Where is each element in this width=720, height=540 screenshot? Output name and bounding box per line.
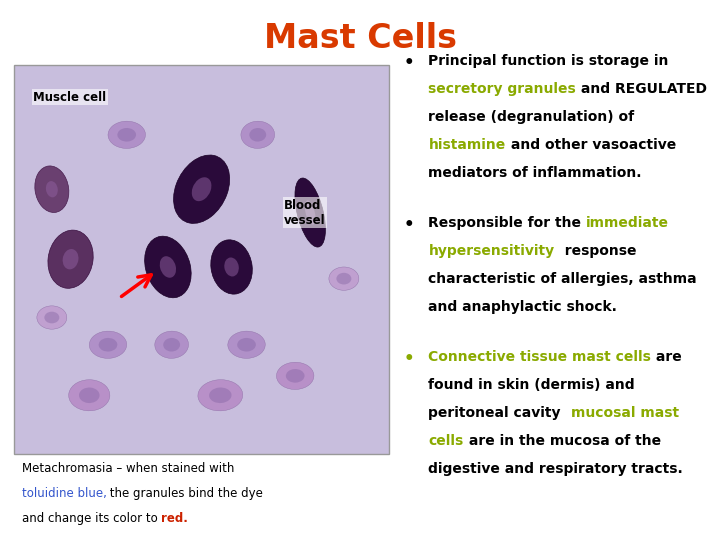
Ellipse shape (163, 338, 180, 352)
Text: Metachromasia – when stained with: Metachromasia – when stained with (22, 462, 234, 475)
Text: and REGULATED: and REGULATED (576, 82, 707, 96)
Text: Principal function is storage in: Principal function is storage in (428, 54, 669, 68)
Ellipse shape (225, 258, 239, 276)
Ellipse shape (145, 236, 192, 298)
Text: •: • (403, 350, 414, 368)
Ellipse shape (37, 306, 67, 329)
Ellipse shape (155, 331, 189, 359)
Text: mediators of inflammation.: mediators of inflammation. (428, 166, 642, 180)
Text: characteristic of allergies, asthma: characteristic of allergies, asthma (428, 272, 697, 286)
Text: digestive and respiratory tracts.: digestive and respiratory tracts. (428, 462, 683, 476)
Text: mucosal mast: mucosal mast (571, 406, 679, 420)
Ellipse shape (228, 331, 265, 359)
Bar (14, 65, 389, 454)
Text: are: are (652, 350, 682, 364)
Ellipse shape (117, 128, 136, 141)
Text: Muscle cell: Muscle cell (33, 91, 107, 104)
Text: red.: red. (161, 512, 188, 525)
Text: •: • (403, 216, 414, 234)
Ellipse shape (286, 369, 305, 383)
Ellipse shape (108, 121, 145, 149)
Ellipse shape (249, 128, 266, 141)
Ellipse shape (209, 388, 232, 403)
Text: Blood
vessel: Blood vessel (284, 199, 325, 227)
Ellipse shape (305, 200, 315, 225)
Text: release (degranulation) of: release (degranulation) of (428, 110, 634, 124)
Text: and anaphylactic shock.: and anaphylactic shock. (428, 300, 617, 314)
Text: toluidine blue,: toluidine blue, (22, 487, 107, 500)
Text: response: response (554, 244, 636, 258)
Ellipse shape (46, 181, 58, 197)
Ellipse shape (336, 273, 351, 285)
Ellipse shape (329, 267, 359, 291)
Ellipse shape (89, 331, 127, 359)
Ellipse shape (174, 155, 230, 224)
Text: are in the mucosa of the: are in the mucosa of the (464, 434, 661, 448)
Ellipse shape (68, 380, 110, 411)
Ellipse shape (79, 388, 99, 403)
Text: hypersensitivity: hypersensitivity (428, 244, 554, 258)
Ellipse shape (237, 338, 256, 352)
Text: •: • (403, 54, 414, 72)
Ellipse shape (160, 256, 176, 278)
Ellipse shape (241, 121, 274, 149)
Ellipse shape (63, 249, 78, 269)
Ellipse shape (211, 240, 252, 294)
Ellipse shape (48, 230, 93, 288)
Ellipse shape (276, 362, 314, 389)
Text: peritoneal cavity: peritoneal cavity (428, 406, 571, 420)
Ellipse shape (45, 312, 59, 323)
Text: Mast Cells: Mast Cells (264, 22, 456, 55)
Text: immediate: immediate (586, 216, 670, 230)
Text: histamine: histamine (428, 138, 505, 152)
Text: the granules bind the dye: the granules bind the dye (107, 487, 264, 500)
Text: and other vasoactive: and other vasoactive (505, 138, 676, 152)
Text: Responsible for the: Responsible for the (428, 216, 586, 230)
Text: and change its color to: and change its color to (22, 512, 161, 525)
Text: secretory granules: secretory granules (428, 82, 576, 96)
Text: cells: cells (428, 434, 464, 448)
Ellipse shape (192, 177, 212, 201)
Ellipse shape (295, 178, 325, 247)
Text: found in skin (dermis) and: found in skin (dermis) and (428, 378, 635, 392)
Ellipse shape (99, 338, 117, 352)
Ellipse shape (198, 380, 243, 411)
Ellipse shape (35, 166, 69, 212)
Text: Connective tissue mast cells: Connective tissue mast cells (428, 350, 652, 364)
